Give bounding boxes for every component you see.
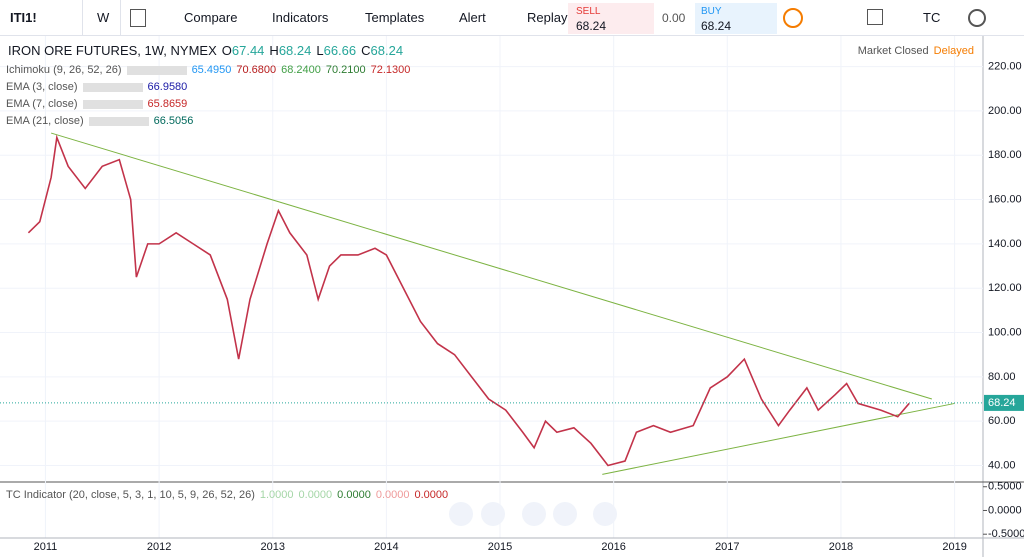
sell-box[interactable]: SELL 68.24: [568, 3, 654, 34]
layout-button[interactable]: [867, 9, 883, 25]
symbol-title: IRON ORE FUTURES, 1W, NYMEX: [8, 43, 217, 58]
x-tick-label: 2011: [34, 541, 58, 553]
x-tick-label: 2019: [942, 541, 966, 553]
y-tick-label: 140.00: [988, 238, 1022, 250]
study-name: EMA (3, close): [6, 81, 78, 93]
x-tick-label: 2016: [601, 541, 625, 553]
last-price-box: [984, 394, 1024, 411]
study-row: EMA (21, close) 66.5056: [6, 115, 198, 127]
x-tick-label: 2014: [374, 541, 398, 553]
study-value: 66.9580: [147, 81, 188, 93]
y-tick-label: 160.00: [988, 193, 1022, 205]
interval[interactable]: W: [97, 10, 110, 25]
indicators-button[interactable]: Indicators: [272, 10, 329, 25]
last-price-label: 68.24: [988, 397, 1016, 409]
study-row: Ichimoku (9, 26, 52, 26) 65.4950 70.6800 68…: [6, 64, 415, 76]
zoom-controls: [445, 500, 625, 526]
y-tick-label: 200.00: [988, 105, 1022, 117]
y-tick-label: 220.00: [988, 60, 1022, 72]
indicator-value: 0.0000: [414, 489, 449, 501]
ohlc-value: 68.24: [370, 43, 404, 58]
ohlc-label: H: [269, 43, 279, 58]
price-line: [27, 134, 910, 467]
x-tick-label: 2018: [829, 541, 853, 553]
reset[interactable]: [593, 502, 617, 526]
scroll-right[interactable]: [553, 502, 577, 526]
zoom-out[interactable]: [449, 502, 473, 526]
sell-price: 68.24: [576, 19, 607, 33]
chart-style-icon[interactable]: [130, 9, 146, 27]
x-tick-label: 2017: [715, 541, 739, 553]
buy-price: 68.24: [701, 19, 732, 33]
study-row: EMA (7, close) 65.8659: [6, 98, 192, 110]
x-tick-label: 2015: [488, 541, 512, 553]
study-name: Ichimoku (9, 26, 52, 26): [6, 64, 122, 76]
study-value: 66.5056: [153, 115, 194, 127]
separator: [120, 0, 121, 35]
buy-box[interactable]: BUY 68.24: [695, 3, 777, 34]
study-buttons[interactable]: [88, 116, 149, 126]
compare-button[interactable]: Compare: [184, 10, 238, 25]
study-buttons[interactable]: [82, 99, 143, 109]
ohlc-label: C: [361, 43, 371, 58]
ohlc-value: 66.66: [323, 43, 357, 58]
indicator-legend: TC Indicator (20, close, 5, 3, 1, 10, 5,…: [6, 489, 453, 501]
study-value: 65.4950: [191, 64, 232, 76]
study-value: 70.2100: [325, 64, 366, 76]
indicator-tick-label: 0.5000: [988, 481, 1022, 493]
y-tick-label: 180.00: [988, 149, 1022, 161]
trendline: [50, 132, 933, 400]
market-status: Market Closed Delayed: [858, 45, 979, 57]
ohlc-value: 68.24: [278, 43, 312, 58]
indicator-value: 0.0000: [375, 489, 410, 501]
separator: [82, 0, 83, 35]
study-name: EMA (7, close): [6, 98, 78, 110]
alert-button[interactable]: Alert: [459, 10, 486, 25]
warning-icon[interactable]: [783, 8, 803, 28]
x-tick-label: 2013: [260, 541, 284, 553]
study-value: 70.6800: [236, 64, 277, 76]
x-tick-label: 2012: [147, 541, 171, 553]
indicator-value: 0.0000: [298, 489, 333, 501]
templates-button[interactable]: Templates: [365, 10, 425, 25]
study-name: EMA (21, close): [6, 115, 84, 127]
ohlc-label: O: [221, 43, 232, 58]
study-value: 65.8659: [147, 98, 188, 110]
indicator-tick-label: 0.0000: [988, 504, 1022, 516]
symbol[interactable]: ITI1!: [10, 10, 37, 25]
zoom-in[interactable]: [481, 502, 505, 526]
study-value: 72.1300: [370, 64, 411, 76]
spread: 0.00: [662, 11, 686, 25]
scroll-left[interactable]: [522, 502, 546, 526]
y-tick-label: 100.00: [988, 326, 1022, 338]
study-value: 68.2400: [281, 64, 321, 76]
study-row: EMA (3, close) 66.9580: [6, 81, 192, 93]
indicator-value: 1.0000: [259, 489, 294, 501]
sell-label: SELL: [576, 6, 601, 17]
y-tick-label: 40.00: [988, 459, 1016, 471]
y-tick-label: 80.00: [988, 371, 1016, 383]
y-tick-label: 120.00: [988, 282, 1022, 294]
status: Market Closed: [857, 45, 929, 57]
indicator-value: 0.0000: [337, 489, 371, 501]
account[interactable]: TC: [923, 10, 941, 25]
y-tick-label: 60.00: [988, 415, 1016, 427]
ohlc: O67.44 H68.24 L66.66 C68.24: [222, 43, 408, 58]
replay-button[interactable]: Replay: [527, 10, 568, 25]
study-buttons[interactable]: [82, 82, 143, 92]
indicator-name: TC Indicator (20, close, 5, 3, 1, 10, 5,…: [6, 489, 255, 501]
buy-label: BUY: [701, 6, 722, 17]
indicator-tick-label: -0.5000: [988, 528, 1024, 540]
legend-title-row: IRON ORE FUTURES, 1W, NYMEX O67.44 H68.24 L…: [8, 43, 413, 58]
trendline: [602, 402, 955, 475]
study-buttons[interactable]: [126, 65, 187, 75]
ohlc-value: 67.44: [231, 43, 265, 58]
settings-button[interactable]: [968, 9, 986, 27]
ohlc-label: L: [316, 43, 324, 58]
delay: Delayed: [933, 45, 974, 57]
toolbar: ITI1! W Compare Indicators Templates Ale…: [0, 0, 1024, 36]
